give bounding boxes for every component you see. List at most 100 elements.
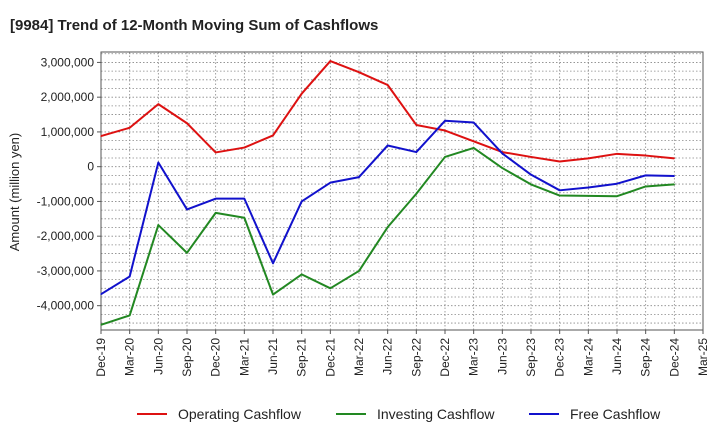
legend-label: Operating Cashflow: [178, 406, 302, 422]
series-operating-cashflow: [100, 60, 675, 163]
x-tick-label: Mar-22: [352, 338, 366, 376]
data-point-free-cashflow: [473, 121, 475, 124]
legend-item-operating-cashflow: Operating Cashflow: [137, 406, 302, 422]
legend-label: Free Cashflow: [570, 406, 661, 422]
legend: Operating Cashflow Investing Cashflow Free…: [137, 406, 661, 422]
data-point-operating-cashflow: [329, 60, 331, 62]
data-point-investing-cashflow: [100, 324, 102, 326]
data-point-investing-cashflow: [415, 193, 417, 195]
data-point-free-cashflow: [444, 120, 446, 122]
y-tick-label: 0: [87, 160, 94, 174]
data-point-investing-cashflow: [129, 314, 131, 317]
data-point-investing-cashflow: [272, 293, 274, 296]
data-point-operating-cashflow: [272, 134, 274, 136]
data-point-free-cashflow: [415, 151, 417, 153]
series-investing-cashflow: [100, 146, 675, 326]
data-point-operating-cashflow: [530, 156, 532, 158]
data-point-operating-cashflow: [415, 124, 417, 126]
x-tick-label: Sep-24: [639, 338, 653, 377]
x-tick-label: Jun-21: [266, 338, 280, 375]
x-tick-label: Dec-21: [323, 338, 337, 377]
data-point-investing-cashflow: [387, 226, 389, 228]
data-point-free-cashflow: [243, 198, 245, 200]
data-point-investing-cashflow: [587, 195, 589, 197]
grid-lines: [100, 52, 704, 330]
chart-title: [9984] Trend of 12-Month Moving Sum of C…: [10, 17, 378, 34]
axes: -4,000,000 -3,000,000 -2,000,000 -1,000,000…: [37, 51, 710, 377]
data-point-investing-cashflow: [157, 224, 159, 226]
data-point-free-cashflow: [301, 200, 303, 203]
x-tick-label: Mar-21: [237, 338, 251, 376]
x-tick-label: Mar-20: [123, 338, 137, 376]
y-tick-label: -4,000,000: [37, 299, 95, 313]
data-point-investing-cashflow: [673, 183, 675, 185]
data-point-operating-cashflow: [186, 122, 188, 124]
data-point-investing-cashflow: [186, 252, 188, 254]
legend-item-investing-cashflow: Investing Cashflow: [336, 406, 495, 422]
data-point-investing-cashflow: [645, 185, 647, 188]
data-point-operating-cashflow: [215, 151, 217, 154]
data-point-operating-cashflow: [559, 160, 561, 163]
data-point-operating-cashflow: [473, 140, 475, 142]
data-point-investing-cashflow: [473, 147, 475, 149]
x-tick-label: Jun-22: [381, 338, 395, 375]
x-tick-label: Sep-22: [409, 338, 423, 377]
data-point-investing-cashflow: [243, 217, 245, 219]
data-point-free-cashflow: [559, 189, 561, 191]
data-point-operating-cashflow: [645, 154, 647, 157]
data-point-operating-cashflow: [444, 129, 446, 132]
data-point-investing-cashflow: [358, 270, 360, 272]
data-point-investing-cashflow: [530, 183, 532, 185]
data-point-free-cashflow: [587, 186, 589, 189]
data-point-free-cashflow: [645, 174, 647, 176]
data-point-free-cashflow: [387, 144, 389, 147]
data-point-investing-cashflow: [616, 195, 618, 197]
x-tick-label: Dec-24: [667, 338, 681, 377]
data-point-free-cashflow: [186, 208, 188, 211]
data-point-free-cashflow: [215, 198, 217, 200]
y-tick-label: -3,000,000: [37, 264, 95, 278]
y-tick-label: 2,000,000: [41, 90, 95, 104]
series-free-cashflow: [100, 119, 675, 296]
data-point-operating-cashflow: [616, 153, 618, 155]
data-point-operating-cashflow: [100, 135, 102, 137]
data-point-free-cashflow: [272, 262, 274, 264]
data-point-operating-cashflow: [157, 103, 159, 105]
y-tick-label: 1,000,000: [41, 125, 95, 139]
plot-frame: [100, 51, 704, 331]
x-tick-label: Mar-25: [696, 338, 710, 376]
data-point-free-cashflow: [129, 275, 131, 278]
data-point-operating-cashflow: [387, 84, 389, 86]
x-tick-label: Sep-23: [524, 338, 538, 377]
x-tick-label: Dec-22: [438, 338, 452, 377]
data-point-free-cashflow: [501, 152, 503, 155]
x-tick-label: Jun-24: [610, 338, 624, 375]
x-tick-label: Mar-23: [467, 338, 481, 376]
data-point-free-cashflow: [100, 293, 102, 295]
data-point-operating-cashflow: [243, 146, 245, 149]
data-point-free-cashflow: [530, 174, 532, 176]
legend-item-free-cashflow: Free Cashflow: [529, 406, 661, 422]
x-tick-label: Sep-20: [180, 338, 194, 377]
y-tick-label: -2,000,000: [37, 229, 95, 243]
y-axis-label: Amount (million yen): [7, 133, 22, 252]
data-point-free-cashflow: [157, 161, 159, 164]
x-tick-label: Dec-20: [209, 338, 223, 377]
data-point-free-cashflow: [329, 182, 331, 184]
data-point-investing-cashflow: [444, 156, 446, 158]
x-tick-label: Dec-19: [94, 338, 108, 377]
data-point-operating-cashflow: [673, 157, 675, 159]
x-tick-label: Dec-23: [553, 338, 567, 377]
series-lines: [100, 60, 675, 326]
data-point-free-cashflow: [673, 175, 675, 177]
data-point-free-cashflow: [616, 183, 618, 185]
data-point-operating-cashflow: [129, 127, 131, 129]
data-point-operating-cashflow: [301, 93, 303, 95]
data-point-operating-cashflow: [358, 71, 360, 73]
x-tick-label: Jun-20: [151, 338, 165, 375]
data-point-investing-cashflow: [301, 273, 303, 275]
data-point-investing-cashflow: [559, 194, 561, 197]
data-point-investing-cashflow: [501, 167, 503, 169]
